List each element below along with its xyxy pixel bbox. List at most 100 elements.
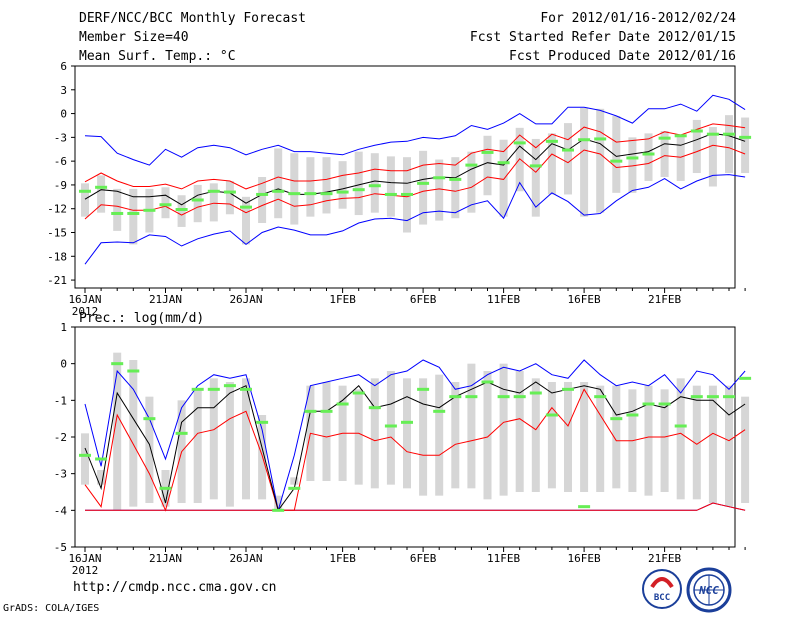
observed-marker [433,176,446,180]
x-tick-label: 16JAN [68,293,101,306]
spread-box [596,108,605,213]
spread-box [725,385,733,507]
observed-marker [658,402,671,406]
upper-spread-line [84,123,746,190]
spread-box [322,382,331,481]
observed-marker [690,129,703,133]
y-tick-label: 0 [60,108,67,121]
spread-box [403,378,411,489]
y-tick-label: 1 [60,321,67,334]
observed-marker [529,164,542,168]
x-tick-label: 21FEB [648,293,681,306]
spread-box [338,161,347,209]
spread-box [242,196,250,245]
ncc-logo: NCC [686,567,732,613]
spread-box [129,360,138,507]
observed-marker [111,211,124,215]
observed-marker [143,208,156,212]
observed-marker [111,362,124,366]
y-tick-label: -9 [54,179,67,192]
spread-box [660,131,669,177]
y-tick-label: -5 [54,541,67,554]
spread-box [177,195,186,227]
observed-marker [223,384,236,388]
observed-marker [578,138,591,142]
observed-marker [626,156,639,160]
lower-spread-line [84,388,746,512]
spread-box [515,371,524,492]
lower-spread-line [84,144,746,220]
observed-marker [288,192,301,196]
spread-box [354,389,363,485]
observed-marker [191,387,204,391]
observed-marker [723,395,735,399]
observed-marker [610,417,623,421]
min-spread-line [85,502,746,511]
observed-marker [368,406,381,410]
header-right: For 2012/01/16-2012/02/24 Fcst Started Re… [470,9,736,66]
spread-box [467,363,476,489]
observed-marker [336,190,349,194]
spread-box [612,385,621,489]
y-tick-label: -6 [54,155,67,168]
observed-marker [401,192,413,196]
spread-box [483,371,492,500]
spread-box [274,495,283,511]
x-tick-label: 1FEB [329,293,356,306]
observed-marker [449,177,462,181]
y-tick-label: -1 [54,394,67,407]
observed-marker [642,152,655,156]
observed-marker [384,424,397,428]
observed-marker [352,188,365,192]
spread-box [483,135,492,196]
spread-box [193,389,202,503]
y-tick-label: -3 [54,468,67,481]
spread-box [692,119,701,174]
spread-box [225,180,234,215]
temperature-panel: -21 -18 -15 -12 -9 -6 -3 0 3 6 16JAN 21JAN 26JAN 1FEB… [47,60,752,318]
header-left: DERF/NCC/BCC Monthly Forecast Member Size… [79,9,306,66]
spread-box [451,382,460,489]
observed-marker [320,409,333,413]
spread-box [258,177,267,223]
spread-box [725,115,733,174]
spread-box [242,378,250,500]
observed-marker [240,205,252,209]
observed-marker [545,139,558,143]
observed-marker [207,387,220,391]
spread-box [161,187,170,219]
ncc-logo-text: NCC [698,584,719,597]
y-tick-label: -12 [47,203,67,216]
observed-marker [465,163,478,167]
min-line [84,174,746,265]
spread-box [354,151,363,216]
spread-box [370,153,379,213]
spread-box [708,385,717,503]
y-tick-label: 3 [60,84,67,97]
spread-box [741,396,750,503]
observed-marker [690,395,703,399]
spread-box [435,159,444,221]
observed-marker [288,486,301,490]
x-tick-label: 6FEB [410,552,437,565]
spread-box [306,157,315,217]
spread-box [145,396,154,503]
variable-label: Mean Surf. Temp.: °C [79,49,236,64]
x-tick-label: 26JAN [229,293,262,306]
observed-marker [739,135,752,139]
observed-marker [256,420,269,424]
observed-marker [739,376,752,380]
observed-marker [79,453,91,457]
spread-box [467,151,476,213]
spread-box [209,378,218,500]
spread-box [419,378,428,496]
observed-marker [529,391,542,395]
spread-box [499,139,508,217]
source-url[interactable]: http://cmdp.ncc.cma.gov.cn [73,580,277,595]
spread-box [419,150,428,225]
observed-marker [433,409,446,413]
observed-marker [562,148,574,152]
spread-box [225,382,234,507]
year-label: 2012 [72,305,99,318]
y-tick-label: -18 [47,250,67,263]
